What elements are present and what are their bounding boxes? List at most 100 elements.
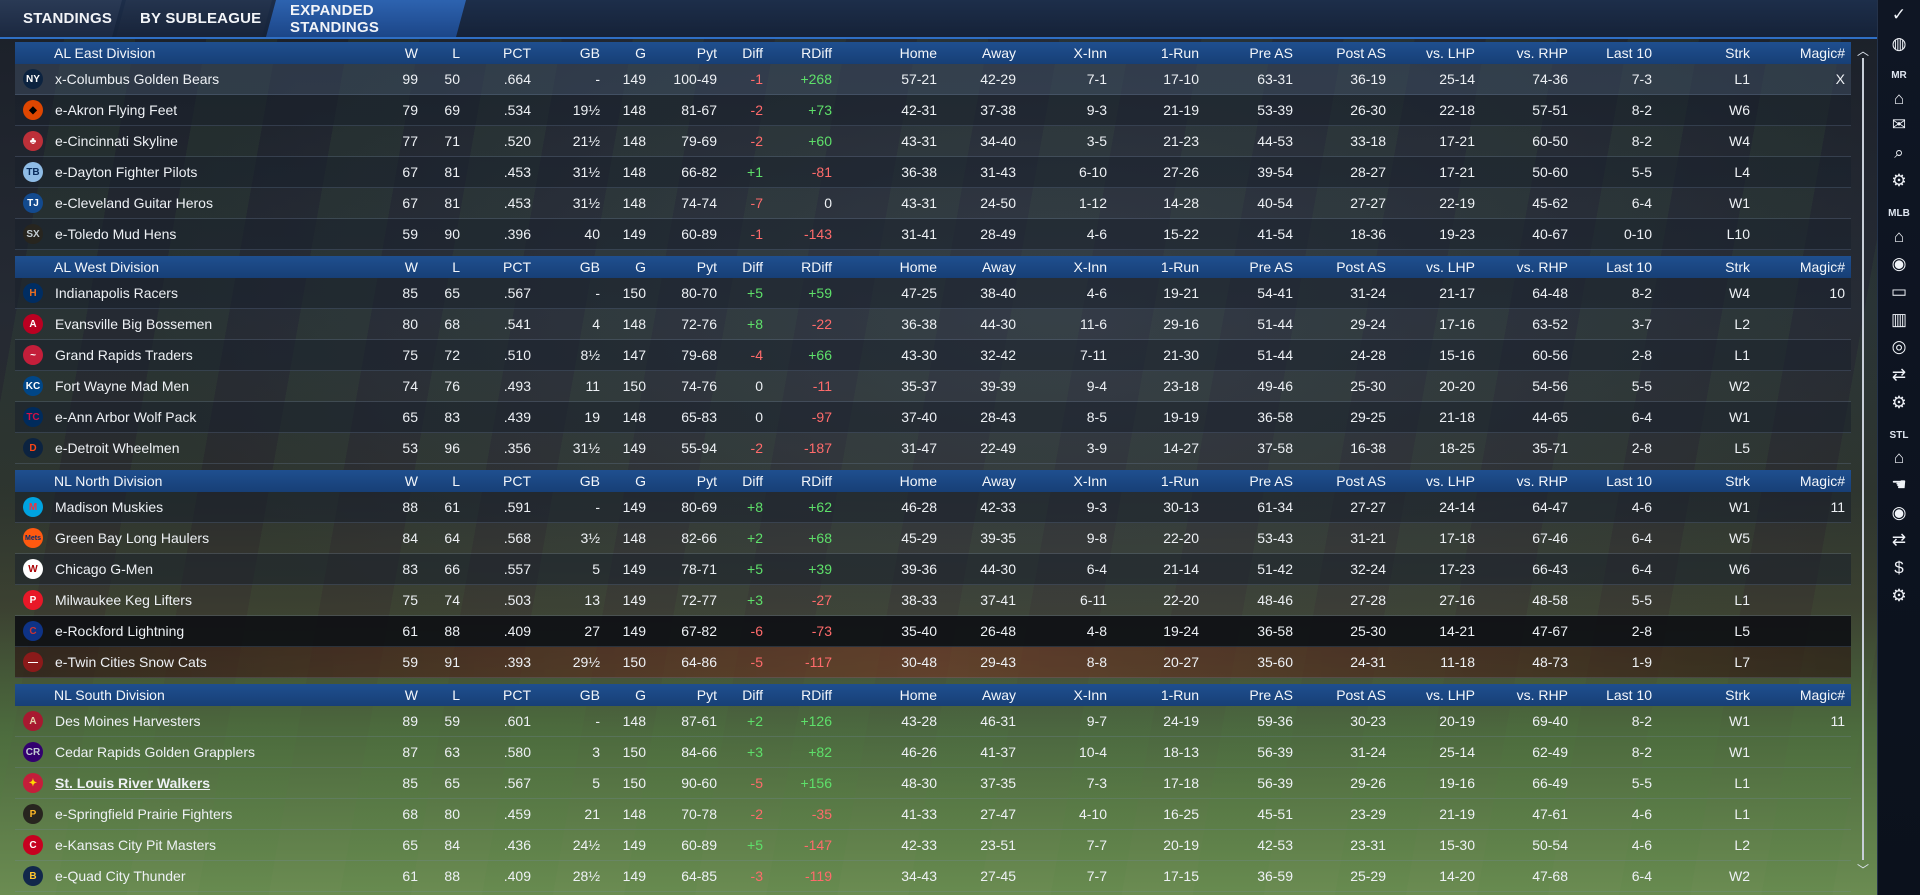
col-rhp-header[interactable]: vs. RHP — [1516, 473, 1568, 489]
col-magic-header[interactable]: Magic# — [1799, 687, 1845, 703]
team-name-link[interactable]: Fort Wayne Mad Men — [55, 378, 190, 394]
team-name-link[interactable]: St. Louis River Walkers — [55, 775, 211, 791]
col-g-header[interactable]: G — [635, 687, 646, 703]
col-pct-header[interactable]: PCT — [503, 473, 531, 489]
team-row[interactable]: ✦ St. Louis River Walkers 85 65 .567 5 150 90-6… — [15, 768, 1851, 799]
col-l-header[interactable]: L — [452, 45, 460, 61]
team-row[interactable]: ♣ e-Cincinnati Skyline 77 71 .520 21½ 148 79-69… — [15, 126, 1851, 157]
col-diff-header[interactable]: Diff — [742, 45, 763, 61]
team-name-link[interactable]: Evansville Big Bossemen — [55, 316, 213, 332]
globe-icon[interactable]: ◍ — [1891, 34, 1907, 53]
team-row[interactable]: A Des Moines Harvesters 89 59 .601 - 148 87-61 +… — [15, 706, 1851, 737]
col-gb-header[interactable]: GB — [579, 45, 600, 61]
team-name-link[interactable]: Milwaukee Keg Lifters — [55, 592, 192, 608]
dollar-icon[interactable]: $ — [1894, 558, 1904, 577]
team-row[interactable]: P Milwaukee Keg Lifters 75 74 .503 13 149 72-77… — [15, 585, 1851, 616]
tab-expanded-standings[interactable]: EXPANDED STANDINGS — [266, 0, 466, 37]
col-strk-header[interactable]: Strk — [1725, 473, 1750, 489]
home-icon[interactable]: ⌂ — [1893, 448, 1905, 467]
col-pyt-header[interactable]: Pyt — [696, 473, 717, 489]
col-pyt-header[interactable]: Pyt — [696, 45, 717, 61]
tab-by-subleague[interactable]: BY SUBLEAGUE — [116, 0, 272, 37]
col-diff-header[interactable]: Diff — [742, 259, 763, 275]
col-last10-header[interactable]: Last 10 — [1606, 259, 1652, 275]
team-name-link[interactable]: Cedar Rapids Golden Grapplers — [55, 744, 255, 760]
col-postas-header[interactable]: Post AS — [1336, 259, 1386, 275]
team-name-link[interactable]: e-Cincinnati Skyline — [55, 133, 178, 149]
team-row[interactable]: W Chicago G-Men 83 66 .557 5 149 78-71 +5 +39 39-3… — [15, 554, 1851, 585]
col-home-header[interactable]: Home — [899, 259, 937, 275]
col-onerun-header[interactable]: 1-Run — [1160, 473, 1199, 489]
col-g-header[interactable]: G — [635, 45, 646, 61]
mail-icon[interactable]: ✉ — [1891, 115, 1907, 134]
transfer-icon[interactable]: ⇄ — [1891, 530, 1907, 549]
col-g-header[interactable]: G — [635, 473, 646, 489]
col-gb-header[interactable]: GB — [579, 687, 600, 703]
team-name-link[interactable]: x-Columbus Golden Bears — [55, 71, 220, 87]
home-icon[interactable]: ⌂ — [1893, 227, 1905, 246]
col-pyt-header[interactable]: Pyt — [696, 259, 717, 275]
col-lhp-header[interactable]: vs. LHP — [1425, 473, 1475, 489]
col-pct-header[interactable]: PCT — [503, 687, 531, 703]
team-name-link[interactable]: Chicago G-Men — [55, 561, 154, 577]
scroll-up-icon[interactable]: ︿ — [1856, 44, 1869, 58]
col-lhp-header[interactable]: vs. LHP — [1425, 687, 1475, 703]
team-name-link[interactable]: e-Kansas City Pit Masters — [55, 837, 217, 853]
team-name-link[interactable]: Green Bay Long Haulers — [55, 530, 210, 546]
team-row[interactable]: TC e-Ann Arbor Wolf Pack 65 83 .439 19 148 65-8… — [15, 402, 1851, 433]
col-diff-header[interactable]: Diff — [742, 473, 763, 489]
team-name-link[interactable]: e-Cleveland Guitar Heros — [55, 195, 213, 211]
team-name-link[interactable]: Indianapolis Racers — [55, 285, 178, 301]
baseball-icon[interactable]: ◎ — [1891, 337, 1907, 356]
col-diff-header[interactable]: Diff — [742, 687, 763, 703]
team-name-link[interactable]: e-Dayton Fighter Pilots — [55, 164, 198, 180]
col-away-header[interactable]: Away — [982, 259, 1016, 275]
team-row[interactable]: CR Cedar Rapids Golden Grapplers 87 63 .580 3… — [15, 737, 1851, 768]
col-last10-header[interactable]: Last 10 — [1606, 473, 1652, 489]
col-magic-header[interactable]: Magic# — [1799, 259, 1845, 275]
col-gb-header[interactable]: GB — [579, 473, 600, 489]
team-row[interactable]: — e-Twin Cities Snow Cats 59 91 .393 29½ 150 64… — [15, 647, 1851, 678]
col-magic-header[interactable]: Magic# — [1799, 473, 1845, 489]
col-xinn-header[interactable]: X-Inn — [1073, 473, 1107, 489]
col-pct-header[interactable]: PCT — [503, 45, 531, 61]
team-row[interactable]: M Madison Muskies 88 61 .591 - 149 80-69 +8 +62 46… — [15, 492, 1851, 523]
home-icon[interactable]: ⌂ — [1893, 89, 1905, 108]
team-row[interactable]: Mets Green Bay Long Haulers 84 64 .568 3½ 148 8… — [15, 523, 1851, 554]
team-row[interactable]: TB e-Dayton Fighter Pilots 67 81 .453 31½ 148 6… — [15, 157, 1851, 188]
tab-standings[interactable]: STANDINGS — [0, 0, 122, 37]
col-onerun-header[interactable]: 1-Run — [1160, 687, 1199, 703]
bar-chart-icon[interactable]: ▥ — [1890, 310, 1908, 329]
team-row[interactable]: ~ Grand Rapids Traders 75 72 .510 8½ 147 79-68 -… — [15, 340, 1851, 371]
col-away-header[interactable]: Away — [982, 473, 1016, 489]
team-name-link[interactable]: Des Moines Harvesters — [55, 713, 201, 729]
check-icon[interactable]: ✓ — [1891, 5, 1907, 24]
card-icon[interactable]: ▭ — [1890, 282, 1908, 301]
col-xinn-header[interactable]: X-Inn — [1073, 45, 1107, 61]
team-name-link[interactable]: e-Quad City Thunder — [55, 868, 186, 884]
col-xinn-header[interactable]: X-Inn — [1073, 259, 1107, 275]
col-rhp-header[interactable]: vs. RHP — [1516, 687, 1568, 703]
team-row[interactable]: KC Fort Wayne Mad Men 74 76 .493 11 150 74-76 0 -… — [15, 371, 1851, 402]
col-l-header[interactable]: L — [452, 259, 460, 275]
col-lhp-header[interactable]: vs. LHP — [1425, 45, 1475, 61]
team-row[interactable]: A Evansville Big Bossemen 80 68 .541 4 148 72-7… — [15, 309, 1851, 340]
scroll-down-icon[interactable]: ﹀ — [1856, 863, 1869, 877]
scroll-track[interactable] — [1862, 58, 1864, 860]
col-preas-header[interactable]: Pre AS — [1249, 45, 1293, 61]
col-preas-header[interactable]: Pre AS — [1249, 687, 1293, 703]
col-postas-header[interactable]: Post AS — [1336, 687, 1386, 703]
team-name-link[interactable]: e-Toledo Mud Hens — [55, 226, 177, 242]
gear-icon[interactable]: ⚙ — [1891, 586, 1907, 605]
transfer-icon[interactable]: ⇄ — [1891, 365, 1907, 384]
team-name-link[interactable]: Madison Muskies — [55, 499, 164, 515]
col-lhp-header[interactable]: vs. LHP — [1425, 259, 1475, 275]
col-gb-header[interactable]: GB — [579, 259, 600, 275]
col-rdiff-header[interactable]: RDiff — [801, 259, 832, 275]
col-postas-header[interactable]: Post AS — [1336, 45, 1386, 61]
col-rdiff-header[interactable]: RDiff — [801, 473, 832, 489]
